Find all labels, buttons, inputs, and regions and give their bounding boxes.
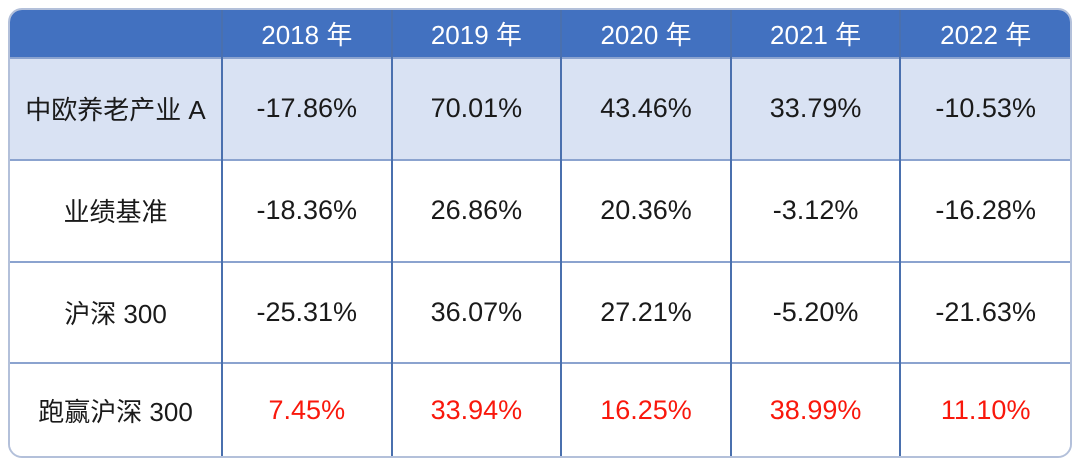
table-cell: 20.36% (560, 158, 731, 262)
table-cell: -5.20% (729, 260, 901, 364)
table-cell-highlight: 33.94% (390, 362, 562, 456)
header-cell-2019: 2019 年 (390, 10, 562, 58)
header-cell-2021: 2021 年 (729, 10, 901, 58)
table-cell: 33.79% (729, 57, 901, 160)
table-cell: -25.31% (221, 260, 392, 364)
table-cell-highlight: 7.45% (221, 362, 392, 456)
table-cell-highlight: 16.25% (560, 362, 731, 456)
row-label-outperformance: 跑赢沪深 300 (10, 362, 222, 456)
table-cell: -16.28% (899, 158, 1070, 262)
table-row-csi300: 沪深 300 -25.31% 36.07% 27.21% -5.20% -21.… (10, 260, 1070, 364)
header-cell-2018: 2018 年 (221, 10, 392, 58)
fund-performance-table-card: 2018 年 2019 年 2020 年 2021 年 2022 年 中欧养老产… (8, 8, 1072, 458)
table-cell: 26.86% (390, 158, 562, 262)
table-row-benchmark: 业绩基准 -18.36% 26.86% 20.36% -3.12% -16.28… (10, 158, 1070, 262)
table-cell: -21.63% (899, 260, 1070, 364)
table-cell: 36.07% (390, 260, 562, 364)
table-cell: 27.21% (560, 260, 731, 364)
table-row-outperformance: 跑赢沪深 300 7.45% 33.94% 16.25% 38.99% 11.1… (10, 362, 1070, 456)
fund-performance-table: 2018 年 2019 年 2020 年 2021 年 2022 年 中欧养老产… (10, 10, 1070, 456)
table-cell-highlight: 11.10% (899, 362, 1070, 456)
row-label-fund: 中欧养老产业 A (10, 57, 222, 160)
row-label-benchmark: 业绩基准 (10, 158, 222, 262)
header-cell-blank (10, 10, 222, 58)
table-cell-highlight: 38.99% (729, 362, 901, 456)
table-cell: -3.12% (729, 158, 901, 262)
table-cell: 70.01% (390, 57, 562, 160)
header-row: 2018 年 2019 年 2020 年 2021 年 2022 年 (10, 10, 1070, 58)
table-row-fund: 中欧养老产业 A -17.86% 70.01% 43.46% 33.79% -1… (10, 57, 1070, 160)
row-label-csi300: 沪深 300 (10, 260, 222, 364)
table-cell: -18.36% (221, 158, 392, 262)
table-cell: -10.53% (899, 57, 1070, 160)
table-cell: -17.86% (221, 57, 392, 160)
table-cell: 43.46% (560, 57, 731, 160)
header-cell-2022: 2022 年 (899, 10, 1070, 58)
header-cell-2020: 2020 年 (560, 10, 731, 58)
